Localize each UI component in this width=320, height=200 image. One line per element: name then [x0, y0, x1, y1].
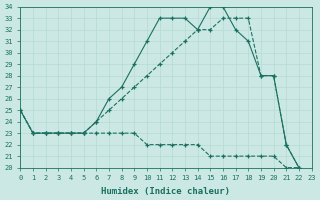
X-axis label: Humidex (Indice chaleur): Humidex (Indice chaleur) [101, 187, 230, 196]
